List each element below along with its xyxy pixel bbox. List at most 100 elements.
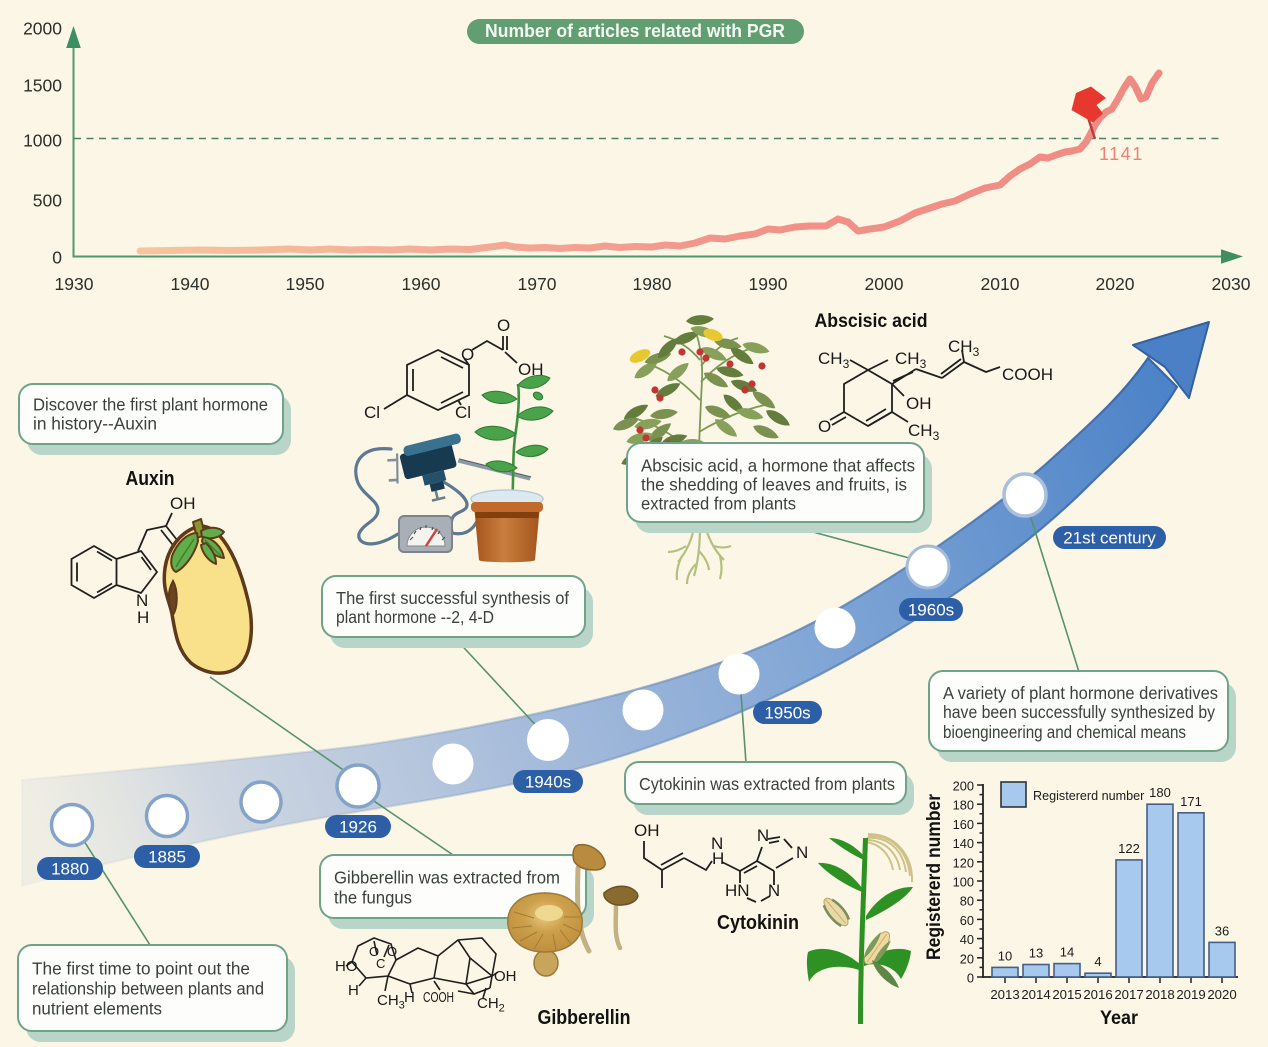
svg-text:20: 20 [960, 951, 974, 966]
svg-text:H: H [404, 989, 415, 1006]
svg-text:2013: 2013 [990, 987, 1019, 1002]
svg-text:1970: 1970 [518, 274, 557, 294]
svg-text:CH3: CH3 [948, 337, 980, 359]
svg-text:1960: 1960 [402, 274, 441, 294]
svg-text:H: H [348, 982, 359, 999]
svg-text:2019: 2019 [1176, 987, 1205, 1002]
svg-text:36: 36 [1215, 923, 1229, 938]
svg-text:1950: 1950 [286, 274, 325, 294]
svg-text:1990: 1990 [749, 274, 788, 294]
svg-text:have been successfully synthes: have been successfully synthesized by [943, 702, 1215, 722]
svg-text:HN: HN [725, 881, 750, 900]
svg-text:OH: OH [634, 821, 660, 840]
svg-text:nutrient elements: nutrient elements [32, 999, 162, 1019]
svg-text:40: 40 [960, 932, 974, 947]
svg-text:OH: OH [170, 494, 196, 513]
svg-text:Cl: Cl [364, 403, 380, 422]
svg-text:plant hormone --2, 4-D: plant hormone --2, 4-D [336, 607, 494, 627]
svg-text:10: 10 [998, 948, 1012, 963]
svg-text:1885: 1885 [148, 848, 186, 867]
svg-text:COOH: COOH [423, 989, 454, 1006]
svg-text:1880: 1880 [51, 860, 89, 879]
svg-text:bioengineering and chemical me: bioengineering and chemical means [943, 722, 1186, 742]
svg-text:Discover the first plant hormo: Discover the first plant hormone [33, 395, 268, 415]
svg-text:N: N [768, 881, 780, 900]
svg-text:2015: 2015 [1052, 987, 1081, 1002]
svg-text:Gibberellin was extracted from: Gibberellin was extracted from [334, 868, 560, 888]
svg-text:H: H [137, 608, 149, 627]
svg-text:Year: Year [1100, 1008, 1139, 1029]
svg-text:The first time to point out th: The first time to point out the [32, 959, 250, 979]
svg-text:120: 120 [953, 855, 974, 870]
svg-text:Number of articles related wit: Number of articles related with PGR [485, 21, 785, 41]
svg-text:O: O [818, 417, 831, 436]
svg-text:Abscisic acid: Abscisic acid [815, 310, 928, 332]
svg-text:OH: OH [518, 360, 544, 379]
svg-text:Gibberellin: Gibberellin [538, 1007, 631, 1029]
svg-text:CH3: CH3 [377, 992, 405, 1012]
svg-text:13: 13 [1029, 946, 1043, 961]
svg-text:N: N [796, 843, 808, 862]
svg-text:171: 171 [1180, 794, 1202, 809]
svg-text:CH2: CH2 [477, 995, 505, 1015]
svg-text:1940s: 1940s [525, 773, 571, 792]
svg-text:200: 200 [953, 779, 974, 794]
svg-text:O: O [387, 944, 397, 959]
svg-text:1980: 1980 [633, 274, 672, 294]
svg-text:CH3: CH3 [908, 421, 940, 443]
svg-text:160: 160 [953, 817, 974, 832]
svg-text:Abscisic acid, a hormone that: Abscisic acid, a hormone that affects [641, 456, 915, 476]
svg-text:1926: 1926 [339, 818, 377, 837]
svg-text:CH3: CH3 [818, 349, 850, 371]
svg-text:HO: HO [335, 958, 358, 975]
svg-text:180: 180 [1149, 785, 1171, 800]
svg-text:4: 4 [1094, 954, 1101, 969]
svg-text:100: 100 [953, 875, 974, 890]
svg-text:N: N [711, 834, 723, 853]
svg-text:2030: 2030 [1212, 274, 1251, 294]
svg-text:1960s: 1960s [908, 601, 954, 620]
svg-text:1500: 1500 [23, 76, 62, 96]
svg-text:21st century: 21st century [1063, 529, 1156, 548]
svg-text:2014: 2014 [1021, 987, 1050, 1002]
svg-text:1930: 1930 [55, 274, 94, 294]
svg-text:CH3: CH3 [895, 349, 927, 371]
svg-text:Cl: Cl [455, 403, 471, 422]
svg-text:500: 500 [33, 191, 62, 211]
svg-text:2017: 2017 [1114, 987, 1143, 1002]
svg-text:60: 60 [960, 913, 974, 928]
svg-text:the fungus: the fungus [334, 888, 412, 908]
svg-text:2000: 2000 [865, 274, 904, 294]
svg-text:O: O [461, 345, 474, 364]
svg-text:Auxin: Auxin [126, 468, 175, 490]
svg-text:the shedding of leaves and fru: the shedding of leaves and fruits, is [641, 475, 907, 495]
svg-text:122: 122 [1118, 841, 1140, 856]
svg-text:N: N [136, 591, 148, 610]
svg-text:H: H [712, 849, 724, 868]
svg-text:180: 180 [953, 798, 974, 813]
svg-text:0: 0 [52, 248, 62, 268]
svg-text:O: O [497, 316, 510, 335]
svg-text:OH: OH [906, 394, 932, 413]
svg-text:COOH: COOH [1002, 365, 1053, 384]
svg-text:2020: 2020 [1096, 274, 1135, 294]
svg-text:O: O [369, 944, 379, 959]
svg-text:1940: 1940 [171, 274, 210, 294]
svg-text:Registererd number: Registererd number [924, 793, 945, 960]
svg-text:relationship between plants an: relationship between plants and [32, 979, 264, 999]
svg-text:2000: 2000 [23, 19, 62, 39]
svg-text:in history--Auxin: in history--Auxin [33, 414, 157, 434]
svg-text:Registererd number: Registererd number [1033, 789, 1144, 803]
svg-text:2020: 2020 [1207, 987, 1236, 1002]
svg-text:OH: OH [494, 968, 517, 985]
svg-text:1141: 1141 [1099, 144, 1144, 164]
svg-text:140: 140 [953, 836, 974, 851]
svg-text:N: N [757, 826, 769, 845]
svg-text:1950s: 1950s [764, 704, 810, 723]
svg-text:2016: 2016 [1083, 987, 1112, 1002]
svg-text:0: 0 [967, 971, 974, 986]
svg-text:The first successful synthesis: The first successful synthesis of [336, 588, 569, 608]
svg-text:Cytokinin was extracted from p: Cytokinin was extracted from plants [639, 774, 895, 794]
svg-text:2018: 2018 [1145, 987, 1174, 1002]
svg-text:extracted from plants: extracted from plants [641, 494, 796, 514]
